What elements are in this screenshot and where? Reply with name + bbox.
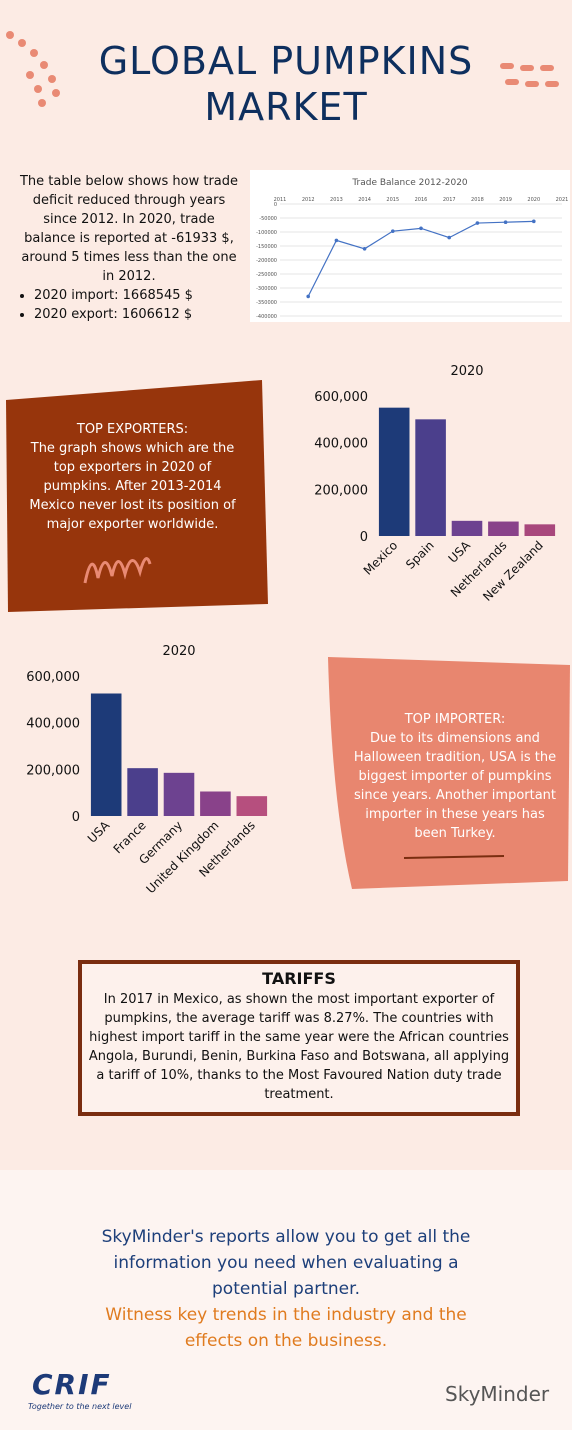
bar [90, 693, 122, 816]
x-tick-label: 2016 [415, 197, 428, 203]
heading: TARIFFS [262, 969, 336, 988]
bullet: 2020 export: 1606612 $ [34, 305, 240, 324]
y-tick-label: -150000 [256, 244, 277, 250]
x-tick-label: 2019 [499, 197, 512, 203]
bar [488, 521, 519, 536]
bar [200, 791, 231, 816]
y-tick-label: 0 [72, 810, 80, 825]
text: In 2017 in Mexico, as shown the most imp… [88, 992, 510, 1102]
bullet: 2020 import: 1668545 $ [34, 286, 240, 305]
footer-text: SkyMinder's reports allow you to get all… [101, 1227, 471, 1299]
point [334, 238, 339, 243]
x-tick-label: 2021 [556, 197, 569, 203]
y-tick-label: -50000 [259, 216, 277, 222]
footer-text: Witness key trends in the industry and t… [105, 1305, 467, 1351]
chart-title: 2020 [450, 364, 483, 379]
y-tick-label: -400000 [256, 314, 277, 320]
x-tick-label: 2013 [330, 197, 343, 203]
tagline: Together to the next level [28, 1402, 132, 1411]
heading: TOP EXPORTERS: [76, 422, 189, 437]
line-chart: Trade Balance 2012-2020 0 -50000 -100000 -15… [250, 170, 570, 322]
point [419, 226, 423, 231]
point [475, 221, 480, 225]
decor [6, 31, 60, 107]
importers: TOP IMPORTER: Due to its dimensions and … [350, 710, 560, 843]
bar [127, 768, 158, 816]
text: The graph shows which are the top export… [29, 441, 236, 532]
text: Due to its dimensions and Halloween trad… [353, 731, 557, 841]
y-tick-label: -200000 [256, 258, 277, 264]
x-tick-label: 2012 [302, 197, 315, 203]
logo: CRIF [32, 1368, 112, 1401]
y-tick-label: 0 [360, 530, 368, 545]
title: GLOBAL PUMPKINS MARKET [98, 39, 474, 129]
exporters: TOP EXPORTERS: The graph shows which are… [20, 420, 245, 534]
heading: TOP IMPORTER: [404, 712, 506, 727]
bar [415, 419, 446, 536]
bar [451, 520, 483, 536]
box [328, 657, 570, 889]
y-tick-label: 0 [274, 202, 277, 208]
y-tick-label: 400,000 [314, 437, 368, 452]
x-tick-label: Spain [403, 538, 437, 572]
point [362, 247, 367, 251]
x-tick-label: 2018 [471, 197, 484, 203]
y-tick-label: -100000 [256, 230, 277, 236]
bar [524, 524, 556, 536]
chart-title: 2020 [162, 644, 195, 659]
line [307, 220, 534, 297]
y-tick-label: 400,000 [26, 717, 80, 732]
bar [236, 796, 268, 816]
x-tick-label: 2017 [443, 197, 456, 203]
y-tick-label: 200,000 [314, 483, 368, 498]
bar-chart: 20200200,000400,000600,000USAFranceGerma… [26, 644, 268, 896]
x-tick-label: USA [85, 818, 113, 846]
x-tick-label: 2011 [274, 197, 287, 203]
x-tick-label: 2020 [527, 197, 540, 203]
x-tick-label: 2014 [358, 197, 371, 203]
bar [163, 772, 195, 816]
point [532, 219, 536, 224]
point [391, 229, 395, 233]
chart-title: Trade Balance 2012-2020 [351, 178, 468, 188]
x-tick-label: USA [446, 538, 474, 566]
intro-text: The table below shows how trade deficit … [19, 174, 239, 284]
y-tick-label: -350000 [256, 300, 277, 306]
y-tick-label: 600,000 [314, 390, 368, 405]
intro: The table below shows how trade deficit … [18, 172, 240, 324]
footer: SkyMinder's reports allow you to get all… [0, 1170, 572, 1430]
logo: SkyMinder [445, 1382, 550, 1406]
y-tick-label: -250000 [256, 272, 277, 278]
point [447, 235, 451, 240]
point [306, 294, 310, 299]
bar [378, 407, 410, 536]
y-tick-label: 200,000 [26, 763, 80, 778]
y-tick-label: -300000 [256, 286, 277, 292]
y-tick-label: 600,000 [26, 670, 80, 685]
x-tick-label: 2015 [386, 197, 399, 203]
box [6, 380, 268, 612]
point [503, 220, 508, 224]
decor [500, 63, 559, 87]
tariffs: TARIFFS In 2017 in Mexico, as shown the … [78, 960, 520, 1116]
